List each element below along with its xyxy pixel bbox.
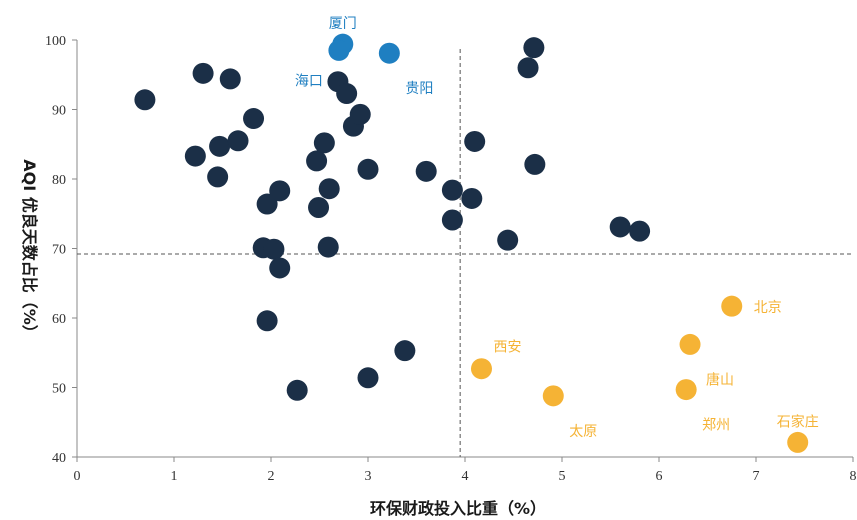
- data-point: [269, 257, 291, 279]
- data-point: [441, 179, 463, 201]
- data-point: [207, 166, 229, 188]
- data-point: [243, 108, 265, 130]
- y-tick-label: 70: [52, 243, 66, 258]
- data-point: [256, 310, 278, 332]
- data-point: [317, 236, 339, 258]
- data-point: [357, 158, 379, 180]
- data-point-orange: [675, 379, 697, 401]
- data-point: [134, 89, 156, 111]
- data-point: [629, 220, 651, 242]
- data-point-blue: [328, 39, 350, 61]
- x-axis-title: 环保财政投入比重（%）: [370, 499, 546, 518]
- data-point: [313, 132, 335, 154]
- x-tick-label: 0: [74, 469, 81, 484]
- data-point: [464, 130, 486, 152]
- data-point-orange: [721, 295, 743, 317]
- x-tick-label: 5: [559, 469, 566, 484]
- data-point: [308, 196, 330, 218]
- point-label: 石家庄: [777, 413, 819, 430]
- data-point-orange: [542, 385, 564, 407]
- x-tick-label: 7: [753, 469, 760, 484]
- x-tick-label: 8: [850, 469, 857, 484]
- y-tick-label: 90: [52, 104, 66, 119]
- point-label: 西安: [493, 340, 521, 356]
- data-point: [517, 57, 539, 79]
- data-point: [357, 367, 379, 389]
- data-point: [318, 178, 340, 200]
- data-point: [523, 37, 545, 59]
- data-point: [209, 135, 231, 157]
- reference-lines: [77, 49, 853, 457]
- data-point: [256, 193, 278, 215]
- x-tick-label: 2: [268, 469, 275, 484]
- data-point: [269, 180, 291, 202]
- data-point: [461, 187, 483, 209]
- x-tick-label: 6: [656, 469, 663, 484]
- x-tick-label: 3: [365, 469, 372, 484]
- data-point: [609, 216, 631, 238]
- data-point: [219, 68, 241, 90]
- data-point: [184, 145, 206, 167]
- data-point: [336, 83, 358, 105]
- data-point: [415, 160, 437, 182]
- point-label: 北京: [754, 300, 782, 316]
- y-tick-label: 80: [52, 173, 66, 188]
- point-label: 贵阳: [405, 81, 433, 97]
- data-point: [349, 103, 371, 125]
- data-point: [394, 340, 416, 362]
- point-label: 太原: [569, 424, 597, 440]
- data-point-orange: [679, 333, 701, 355]
- data-point: [441, 209, 463, 231]
- point-label: 唐山: [706, 371, 734, 388]
- data-point-blue: [378, 42, 400, 64]
- y-tick-label: 60: [52, 312, 66, 327]
- y-tick-label: 100: [45, 34, 66, 49]
- y-tick-label: 50: [52, 382, 66, 397]
- data-point: [227, 130, 249, 152]
- data-point: [497, 229, 519, 251]
- data-points: [134, 33, 809, 453]
- data-point: [286, 379, 308, 401]
- point-labels: 厦门海口贵阳西安太原 郑州 唐山 北京石家庄: [295, 16, 819, 440]
- data-point: [306, 150, 328, 172]
- axes: 0 1 2 3 4 5 6 7 8 40 50 60 70 80 90 100: [45, 34, 857, 484]
- x-tick-label: 4: [462, 469, 469, 484]
- point-label: 厦门: [329, 16, 357, 32]
- data-point: [192, 62, 214, 84]
- x-tick-label: 1: [171, 469, 178, 484]
- point-label: 海口: [295, 73, 323, 89]
- data-point-orange: [470, 358, 492, 380]
- y-axis-title: AQI 优良天数占比（%）: [20, 159, 39, 341]
- data-point: [263, 238, 285, 260]
- data-point-orange: [787, 431, 809, 453]
- data-point: [524, 153, 546, 175]
- point-label: 郑州: [702, 418, 730, 434]
- y-tick-label: 40: [52, 451, 66, 466]
